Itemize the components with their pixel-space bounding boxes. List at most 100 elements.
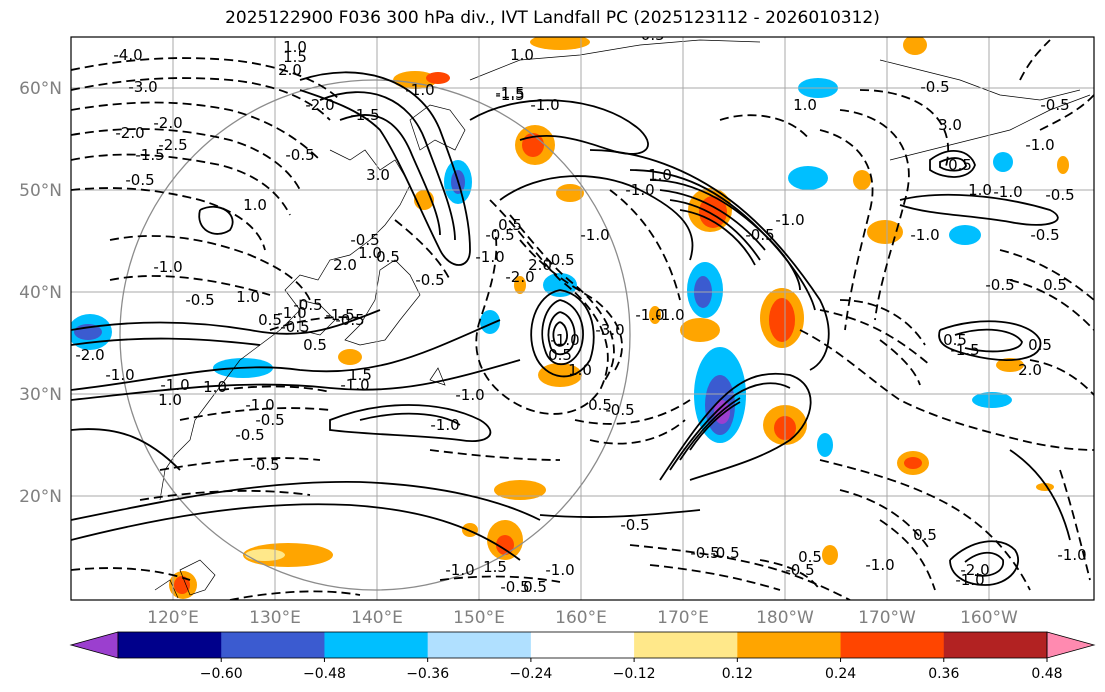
contour-label: -1.0 — [277, 304, 306, 322]
contour-label: -2.0 — [960, 561, 989, 579]
lon-tick-label: 170°E — [657, 608, 709, 628]
colorbar-swatch — [221, 632, 325, 658]
contour-label: -1.0 — [153, 258, 182, 276]
contour-label: 2.0 — [528, 256, 552, 274]
contour-label: -1.0 — [775, 211, 804, 229]
colorbar-label: −0.24 — [509, 666, 552, 682]
contour-label: -0.5 — [785, 561, 814, 579]
colorbar-label: 0.48 — [1031, 666, 1062, 682]
contour-label: 0.5 — [1028, 336, 1052, 354]
lon-tick-label: 150°E — [453, 608, 505, 628]
lat-tick-label: 30°N — [19, 385, 62, 405]
negative-contour-layer — [71, 39, 1094, 600]
colorbar-label: −0.36 — [406, 666, 449, 682]
contour-label: 1.0 — [358, 244, 382, 262]
lon-tick-label: 160°E — [555, 608, 607, 628]
contour-label: -1.0 — [635, 306, 664, 324]
contour-label: -0.5 — [1040, 96, 1069, 114]
contour-label: 1.0 — [793, 96, 817, 114]
contour-label: 0.5 — [303, 336, 327, 354]
contour-label: 1.0 — [158, 391, 182, 409]
contour-label: 1.5 — [283, 48, 307, 66]
region-circle — [119, 79, 631, 591]
contour-label: -1.0 — [160, 376, 189, 394]
contour-label: -1.0 — [955, 571, 984, 589]
contour-label: -0.5 — [605, 401, 634, 419]
lat-tick-label: 40°N — [19, 283, 62, 303]
contour-label: -0.5 — [185, 291, 214, 309]
contour-label: -0.5 — [635, 26, 664, 44]
lon-tick-label: 160°W — [960, 608, 1018, 628]
contour-label: -2.0 — [505, 268, 534, 286]
contour-label: -0.5 — [500, 578, 529, 596]
contour-label: 0.5 — [798, 548, 822, 566]
contour-label: -0.5 — [745, 226, 774, 244]
colorbar-label: 0.36 — [928, 666, 959, 682]
contour-label: 1.0 — [283, 38, 307, 56]
contour-label: -0.5 — [985, 276, 1014, 294]
contour-label: 1.0 — [236, 288, 260, 306]
contour-label: 1.5 — [348, 366, 372, 384]
contour-label: -1.0 — [105, 366, 134, 384]
colorbar-label: 0.12 — [722, 666, 753, 682]
contour-label: -1.0 — [1025, 136, 1054, 154]
colorbar-swatch — [118, 632, 222, 658]
contour-label: -0.5 — [335, 311, 364, 329]
contour-label: -1.0 — [475, 248, 504, 266]
contour-label: 0.5 — [498, 216, 522, 234]
contour-layer — [71, 71, 1071, 586]
contour-label: -1.5 — [325, 306, 354, 324]
contour-label: -1.0 — [405, 81, 434, 99]
contour-label: -0.5 — [920, 78, 949, 96]
contour-label: -1.0 — [1057, 546, 1086, 564]
contour-label: -1.0 — [340, 376, 369, 394]
map-background — [71, 37, 1094, 600]
contour-label: -1.0 — [655, 306, 684, 324]
contour-label: -1.0 — [430, 416, 459, 434]
colorbar-swatch — [530, 632, 635, 658]
contour-label: 2.0 — [333, 256, 357, 274]
contour-label: -2.0 — [305, 96, 334, 114]
contour-label: -1.0 — [625, 181, 654, 199]
lon-tick-label: 130°E — [249, 608, 301, 628]
contour-label: -1.0 — [545, 561, 574, 579]
contour-label: 1.0 — [243, 196, 267, 214]
contour-label: -1.0 — [550, 331, 579, 349]
lat-tick-label: 50°N — [19, 181, 62, 201]
colorbar-label: −0.60 — [200, 666, 243, 682]
map-title: 2025122900 F036 300 hPa div., IVT Landfa… — [225, 8, 880, 28]
colorbar-swatch — [427, 632, 532, 658]
contour-label: 3.0 — [366, 166, 390, 184]
contour-label: 0.5 — [258, 311, 282, 329]
contour-label: -1.5 — [495, 86, 524, 104]
contour-label: -0.5 — [1045, 186, 1074, 204]
contour-label: 0.5 — [948, 156, 972, 174]
lat-tick-label: 20°N — [19, 487, 62, 507]
contour-label: -0.5 — [280, 318, 309, 336]
contour-label: 0.5 — [548, 346, 572, 364]
colorbar-extend-min — [69, 631, 119, 659]
contour-label: -3.0 — [595, 321, 624, 339]
contour-label: -1.0 — [910, 226, 939, 244]
contour-label: -1.0 — [865, 556, 894, 574]
contour-label: 0.5 — [1043, 276, 1067, 294]
contour-label: -0.5 — [285, 146, 314, 164]
colorbar-swatch — [840, 632, 945, 658]
contour-label: 0.5 — [943, 331, 967, 349]
contour-label: -1.5 — [135, 146, 164, 164]
lon-tick-label: 140°E — [351, 608, 403, 628]
colorbar-swatch — [634, 632, 738, 658]
contour-label: -1.0 — [530, 96, 559, 114]
contour-label: -3.0 — [128, 78, 157, 96]
colorbar-label: −0.48 — [303, 666, 346, 682]
lat-tick-label: 60°N — [19, 79, 62, 99]
contour-label: 2.0 — [1018, 361, 1042, 379]
contour-label: 3.0 — [938, 116, 962, 134]
contour-label: -1.5 — [350, 106, 379, 124]
contour-label: 2.0 — [278, 61, 302, 79]
contour-label: 1.5 — [483, 558, 507, 576]
contour-label: -0.5 — [125, 171, 154, 189]
contour-label: -0.5 — [485, 226, 514, 244]
map-gridlines — [71, 37, 1094, 600]
